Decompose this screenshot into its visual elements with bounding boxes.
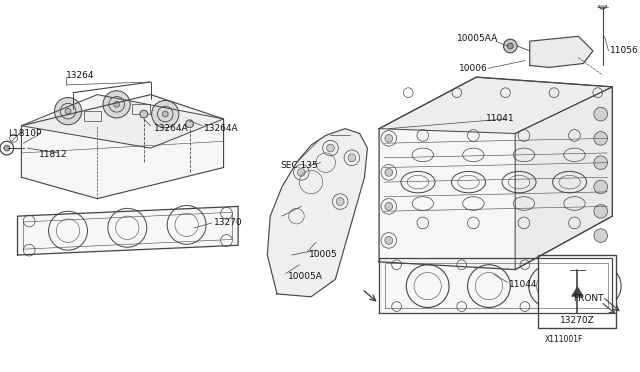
- Circle shape: [4, 145, 10, 151]
- Polygon shape: [268, 129, 367, 297]
- Circle shape: [385, 169, 393, 176]
- Polygon shape: [21, 94, 223, 199]
- Circle shape: [336, 198, 344, 205]
- Circle shape: [298, 169, 305, 176]
- Text: 13264A: 13264A: [204, 124, 239, 133]
- Circle shape: [594, 229, 607, 243]
- Text: 11056: 11056: [611, 46, 639, 55]
- Text: 10006: 10006: [459, 64, 488, 73]
- Circle shape: [599, 1, 607, 9]
- Text: 13264: 13264: [66, 71, 95, 80]
- Polygon shape: [530, 36, 593, 67]
- Circle shape: [385, 202, 393, 210]
- Polygon shape: [17, 206, 238, 255]
- Polygon shape: [21, 94, 223, 148]
- Circle shape: [65, 108, 71, 114]
- Circle shape: [114, 102, 120, 107]
- Text: 11044: 11044: [509, 280, 538, 289]
- Polygon shape: [515, 87, 612, 270]
- Circle shape: [163, 111, 168, 117]
- Circle shape: [385, 237, 393, 244]
- Circle shape: [594, 205, 607, 218]
- Circle shape: [508, 43, 513, 49]
- Text: 13270Z: 13270Z: [560, 315, 595, 325]
- Text: 11041: 11041: [486, 115, 515, 124]
- Circle shape: [186, 120, 193, 128]
- Polygon shape: [379, 77, 612, 270]
- Text: 10005: 10005: [309, 250, 338, 259]
- Bar: [538, 255, 616, 328]
- Polygon shape: [379, 258, 612, 313]
- Text: L1810P: L1810P: [8, 129, 41, 138]
- Circle shape: [348, 154, 356, 162]
- Circle shape: [385, 135, 393, 142]
- Polygon shape: [379, 77, 612, 134]
- Circle shape: [140, 110, 148, 118]
- Text: 10005AA: 10005AA: [457, 34, 498, 43]
- Text: 11812: 11812: [39, 150, 67, 159]
- Circle shape: [54, 97, 82, 125]
- Text: SEC.135: SEC.135: [280, 161, 317, 170]
- Circle shape: [594, 156, 607, 170]
- Text: X111001F: X111001F: [545, 335, 582, 344]
- Circle shape: [326, 144, 334, 152]
- Circle shape: [594, 132, 607, 145]
- Polygon shape: [572, 286, 583, 296]
- Text: 13264A: 13264A: [154, 124, 188, 133]
- Circle shape: [504, 39, 517, 53]
- Circle shape: [103, 91, 131, 118]
- Text: 10005A: 10005A: [288, 272, 323, 281]
- Text: 13270: 13270: [214, 218, 243, 227]
- Circle shape: [594, 107, 607, 121]
- Circle shape: [152, 100, 179, 128]
- Circle shape: [594, 180, 607, 194]
- Text: FRONT: FRONT: [573, 294, 604, 303]
